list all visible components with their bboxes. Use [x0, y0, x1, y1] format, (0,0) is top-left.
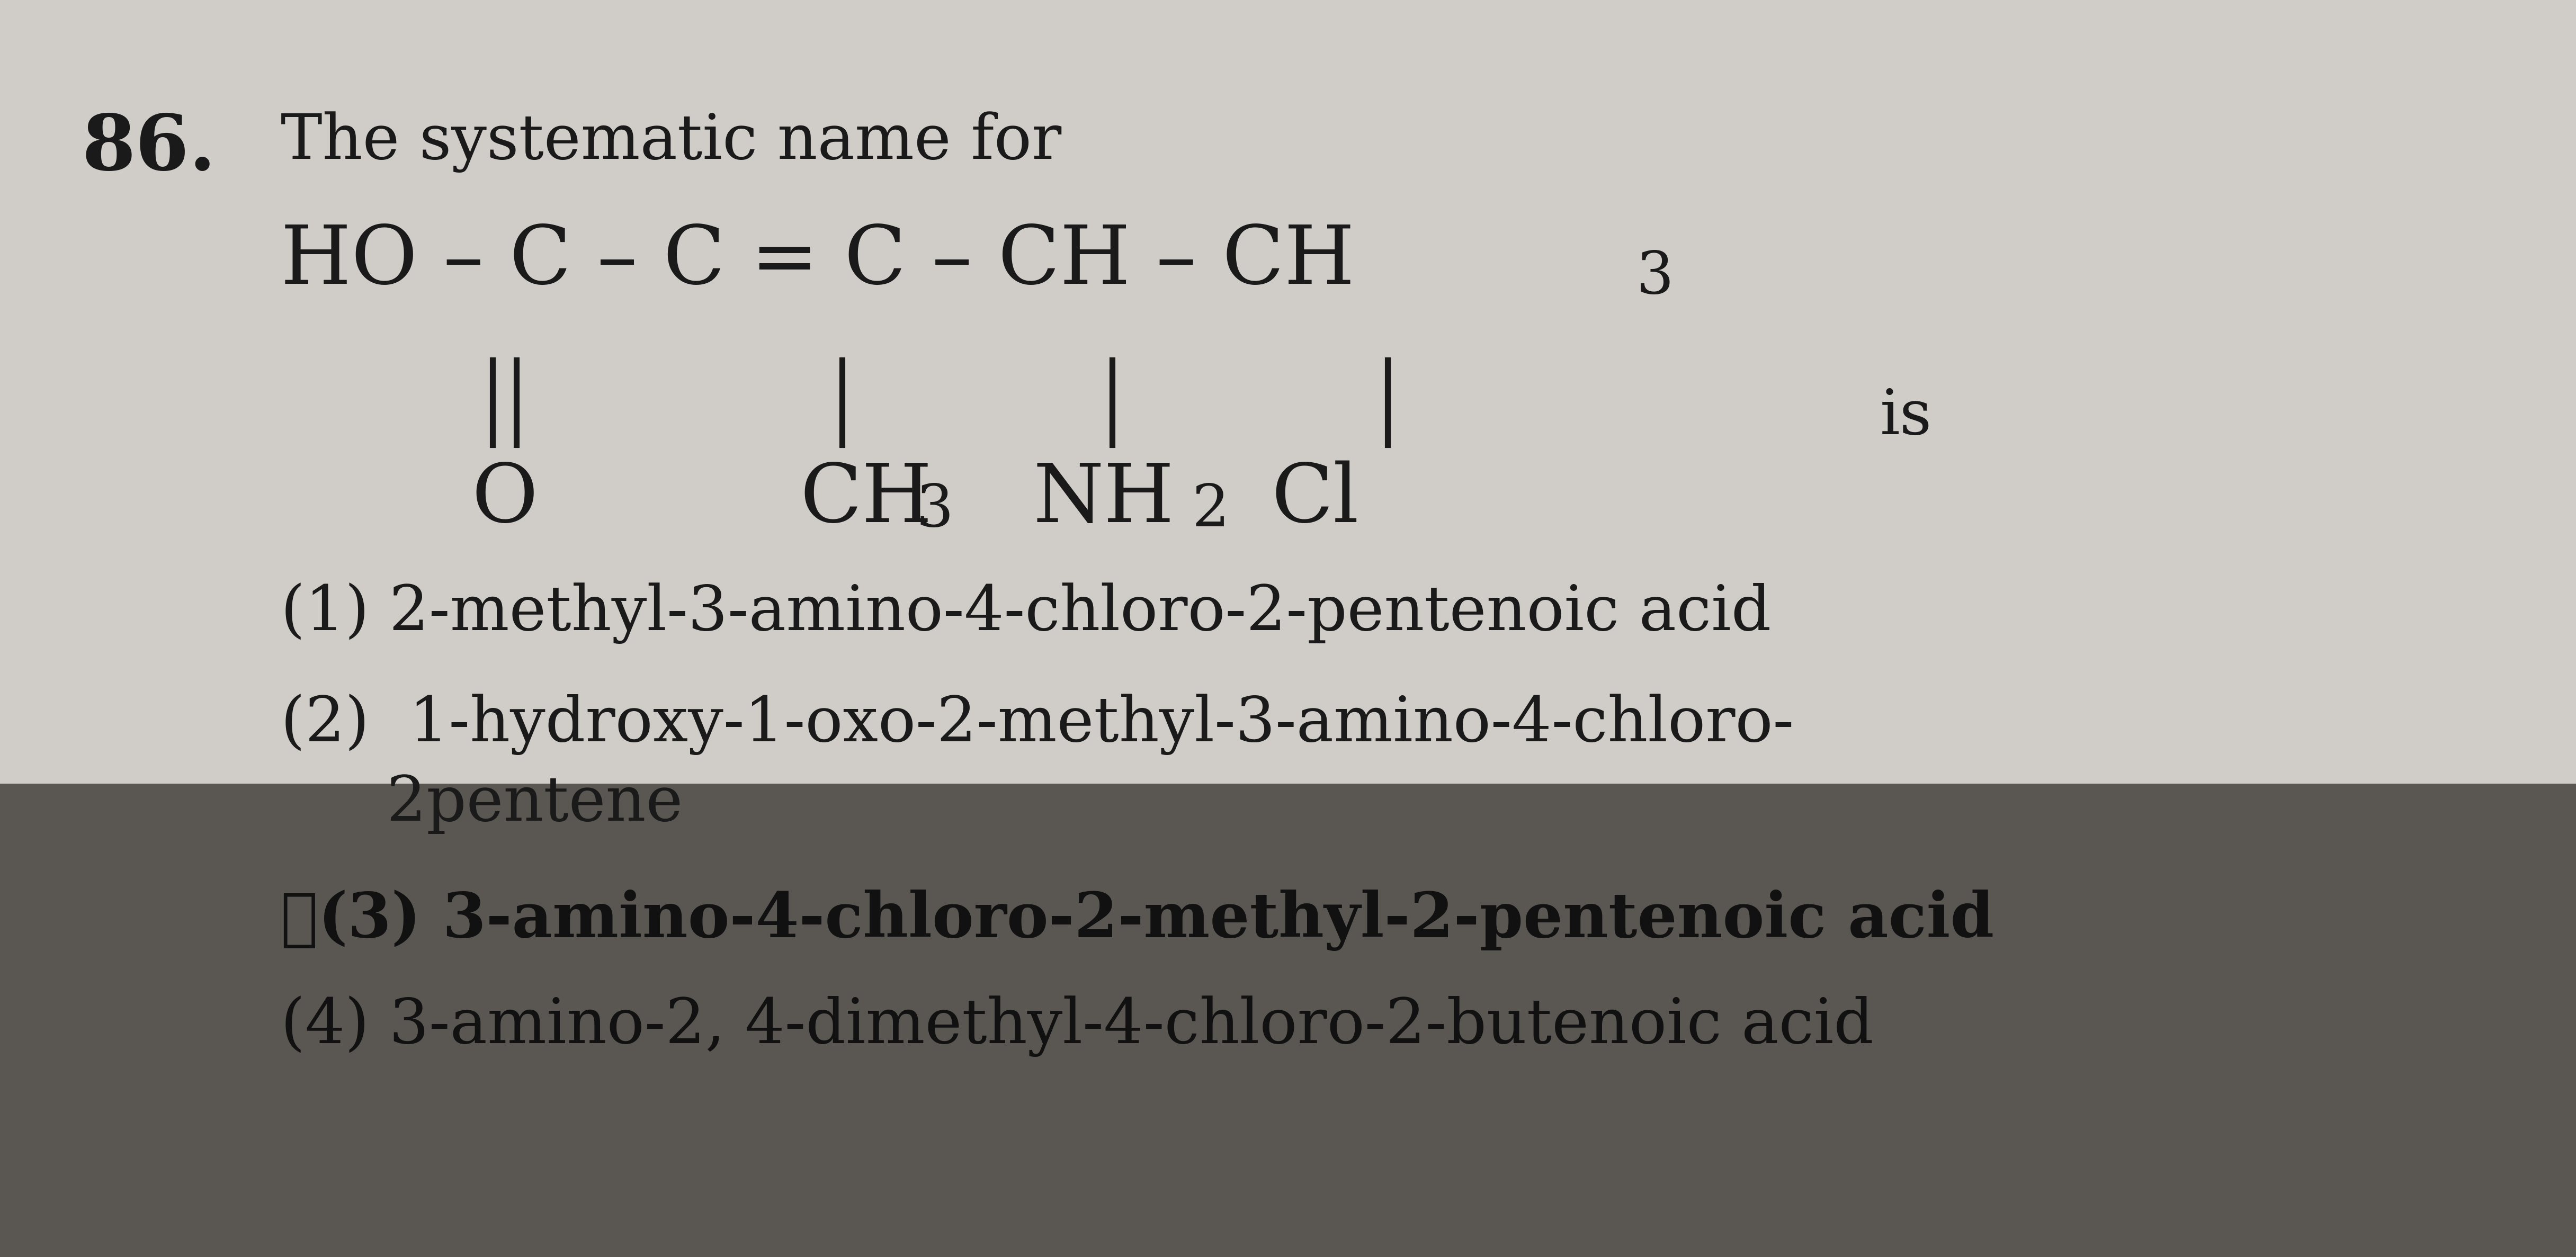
Bar	[0, 0, 2576, 783]
Text: 3: 3	[917, 481, 953, 538]
Text: ➤(3) 3-amino-4-chloro-2-methyl-2-pentenoic acid: ➤(3) 3-amino-4-chloro-2-methyl-2-penteno…	[281, 890, 1994, 952]
Text: (1) 2-methyl-3-amino-4-chloro-2-pentenoic acid: (1) 2-methyl-3-amino-4-chloro-2-pentenoi…	[281, 582, 1772, 644]
Text: O: O	[471, 460, 538, 539]
Text: The systematic name for: The systematic name for	[281, 111, 1061, 172]
Text: (2)  1-hydroxy-1-oxo-2-methyl-3-amino-4-chloro-: (2) 1-hydroxy-1-oxo-2-methyl-3-amino-4-c…	[281, 694, 1793, 755]
Text: 2pentene: 2pentene	[386, 773, 683, 833]
Text: CH: CH	[799, 460, 933, 539]
Bar	[0, 783, 2576, 1257]
Text: Cl: Cl	[1270, 460, 1358, 539]
Text: NH: NH	[1033, 460, 1175, 539]
Text: 86.: 86.	[82, 111, 216, 186]
Text: HO – C – C = C – CH – CH: HO – C – C = C – CH – CH	[281, 222, 1355, 300]
Text: (4) 3-amino-2, 4-dimethyl-4-chloro-2-butenoic acid: (4) 3-amino-2, 4-dimethyl-4-chloro-2-but…	[281, 996, 1873, 1057]
Text: is: is	[1880, 386, 1932, 447]
Text: 3: 3	[1636, 249, 1674, 305]
Text: 2: 2	[1193, 481, 1229, 538]
